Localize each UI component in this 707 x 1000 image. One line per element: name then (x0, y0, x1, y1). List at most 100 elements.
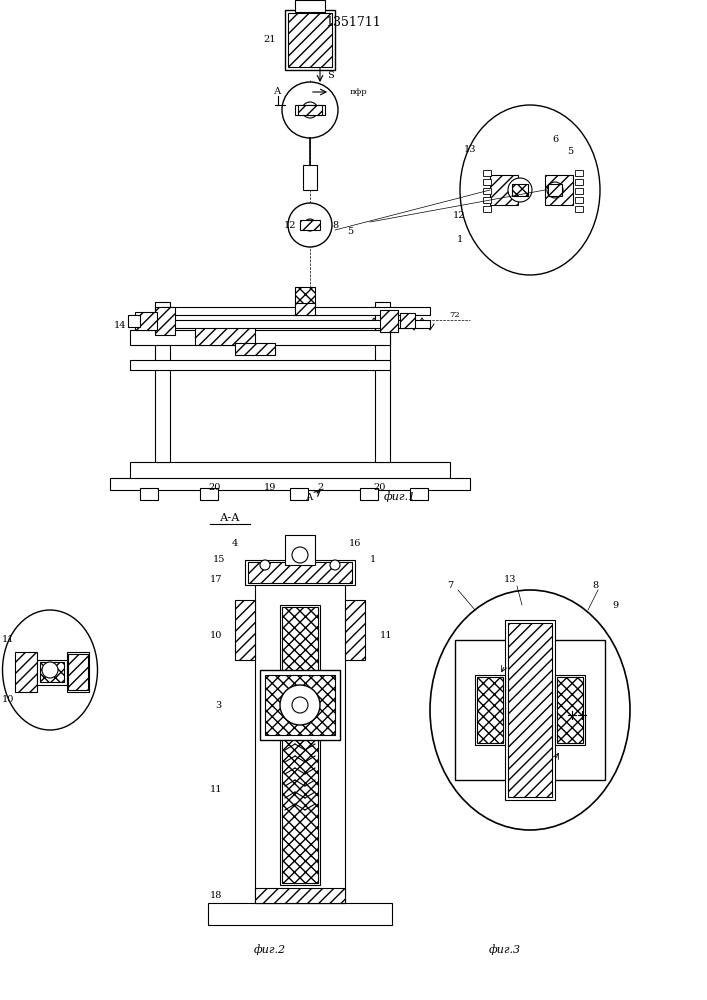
Text: А: А (306, 492, 314, 502)
Bar (265, 675, 335, 735)
Text: 16: 16 (349, 538, 361, 548)
Text: фиг.2: фиг.2 (254, 945, 286, 955)
Text: 14: 14 (114, 320, 127, 330)
Text: А: А (274, 88, 281, 97)
Bar (290, 488, 308, 500)
Bar (505, 620, 555, 800)
Bar (130, 330, 390, 345)
Bar (235, 343, 275, 355)
Bar (282, 607, 318, 883)
Text: 15: 15 (213, 556, 225, 564)
Text: 13: 13 (464, 145, 477, 154)
Text: 5: 5 (567, 147, 573, 156)
Bar (37, 660, 67, 685)
Bar (400, 313, 415, 328)
Text: 10: 10 (2, 696, 14, 704)
Bar (280, 605, 320, 885)
Circle shape (260, 560, 270, 570)
Bar (375, 302, 390, 462)
Bar (483, 170, 491, 176)
Bar (380, 310, 398, 332)
Bar (303, 165, 317, 190)
Circle shape (302, 102, 318, 118)
Bar (475, 675, 505, 745)
Bar (155, 302, 170, 462)
Text: 1: 1 (457, 235, 463, 244)
Bar (512, 184, 528, 196)
Text: 1351711: 1351711 (325, 15, 381, 28)
Text: 72: 72 (450, 311, 460, 319)
Text: 3: 3 (216, 700, 222, 710)
Bar (490, 175, 518, 205)
Bar (15, 652, 37, 692)
Circle shape (42, 662, 58, 678)
Bar (295, 287, 315, 305)
Bar (110, 478, 470, 490)
Text: 19: 19 (264, 484, 276, 492)
Text: 9: 9 (612, 600, 618, 609)
Text: 18: 18 (209, 890, 222, 900)
Bar (285, 10, 335, 70)
Bar (360, 488, 378, 500)
Bar (195, 325, 255, 345)
Bar (300, 220, 320, 230)
Text: 7: 7 (447, 580, 453, 589)
Circle shape (547, 182, 563, 198)
Bar (483, 206, 491, 212)
Text: 2: 2 (317, 484, 323, 492)
Bar (575, 179, 583, 185)
Text: 8: 8 (592, 580, 598, 589)
Bar (67, 652, 89, 692)
Bar (255, 888, 345, 903)
Circle shape (330, 560, 340, 570)
Text: 20: 20 (374, 484, 386, 492)
Text: 6: 6 (552, 135, 558, 144)
Text: 11: 11 (380, 631, 392, 640)
Text: 11: 11 (1, 636, 14, 645)
Bar (200, 488, 218, 500)
Text: фиг.3: фиг.3 (489, 945, 521, 955)
Bar (575, 206, 583, 212)
Text: 10: 10 (209, 631, 222, 640)
Bar (295, 0, 325, 12)
Bar (555, 675, 585, 745)
Bar (288, 13, 332, 67)
Bar (248, 562, 352, 583)
Text: 21: 21 (264, 35, 276, 44)
Bar (155, 307, 175, 335)
Bar (40, 662, 64, 682)
Bar (235, 600, 255, 660)
Bar (483, 188, 491, 194)
Bar (68, 654, 88, 690)
Bar (285, 535, 315, 565)
Bar (130, 462, 450, 480)
Text: S: S (327, 70, 334, 80)
Bar (295, 303, 315, 315)
Text: 12: 12 (452, 211, 465, 220)
Bar (140, 488, 158, 500)
Text: пфр: пфр (350, 88, 368, 96)
Bar (210, 905, 390, 920)
Bar (260, 670, 340, 740)
Circle shape (304, 219, 316, 231)
Bar (410, 488, 428, 500)
Bar (508, 623, 552, 797)
Bar (160, 307, 430, 315)
Bar (575, 197, 583, 203)
Bar (128, 315, 140, 327)
Bar (298, 105, 322, 115)
Bar (557, 677, 583, 743)
Text: 13: 13 (504, 576, 516, 584)
Bar (130, 360, 390, 370)
Circle shape (280, 685, 320, 725)
Bar (575, 188, 583, 194)
Bar (245, 560, 355, 585)
Text: 12: 12 (284, 221, 296, 230)
Bar (575, 170, 583, 176)
Text: 1: 1 (370, 556, 376, 564)
Bar (160, 320, 430, 328)
Bar (483, 197, 491, 203)
Bar (483, 179, 491, 185)
Text: 5: 5 (347, 228, 353, 236)
Circle shape (282, 82, 338, 138)
